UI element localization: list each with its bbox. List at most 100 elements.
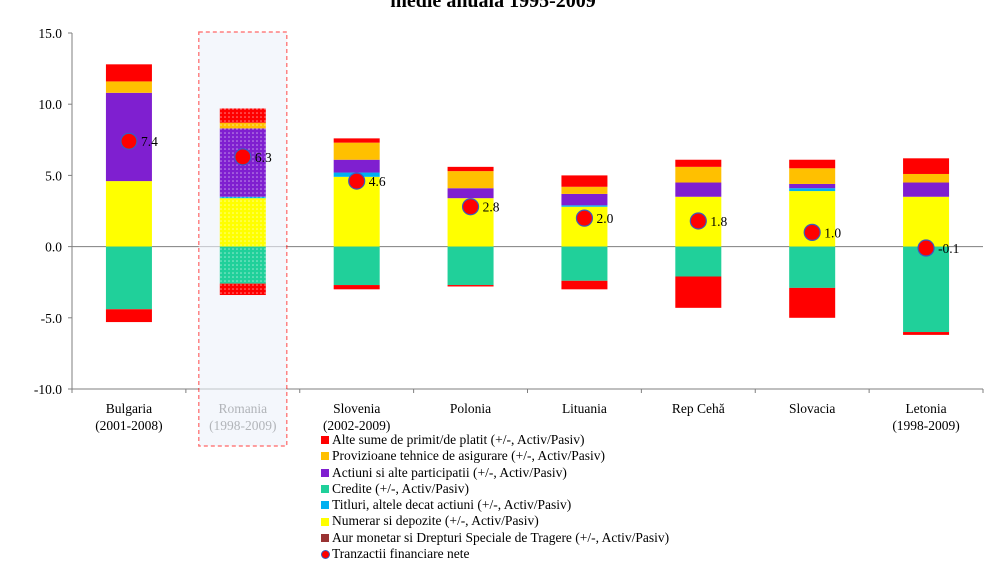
legend-label: Aur monetar si Drepturi Speciale de Trag…	[332, 529, 670, 545]
net-marker	[689, 212, 707, 230]
x-tick-label: Slovenia	[333, 401, 380, 416]
bar-segment	[447, 166, 494, 172]
bar-segment	[105, 181, 152, 247]
bar-segment-pattern	[219, 122, 266, 129]
bar-segment	[447, 171, 494, 189]
bar-segment	[561, 205, 608, 207]
bar-segment	[903, 173, 950, 183]
legend-swatch	[321, 533, 329, 542]
bar-segment	[105, 309, 152, 323]
bar-segment	[789, 188, 836, 192]
bar-segment	[105, 81, 152, 93]
x-tick-label: Lituania	[562, 401, 607, 416]
bar-segment	[675, 166, 722, 183]
legend-swatch	[321, 501, 329, 510]
legend-item: Numerar si depozite (+/-, Activ/Pasiv)	[321, 513, 669, 529]
legend-item: Actiuni si alte participatii (+/-, Activ…	[321, 465, 669, 481]
net-marker	[120, 132, 138, 150]
bar-segment	[903, 332, 950, 335]
data-label: 2.8	[483, 200, 500, 215]
bar-segment	[789, 287, 836, 318]
y-tick-label: 0.0	[45, 240, 62, 255]
legend-swatch	[321, 436, 329, 445]
x-tick-period: (1998-2009)	[892, 418, 960, 433]
bar-segment	[675, 246, 722, 277]
y-tick-label: 15.0	[38, 26, 62, 41]
bar-segment	[333, 142, 380, 160]
x-tick-period: (2002-2009)	[323, 418, 391, 433]
bar-segment-pattern	[219, 283, 266, 296]
net-marker	[461, 198, 480, 216]
y-tick-label: 10.0	[38, 97, 62, 112]
y-tick-label: -10.0	[34, 382, 62, 397]
x-tick-label: Polonia	[450, 401, 491, 416]
bar-segment	[333, 138, 380, 143]
y-tick-label: 5.0	[45, 168, 62, 183]
bar-segment	[903, 158, 950, 174]
bar-segment-pattern	[219, 246, 266, 284]
bar-segment	[789, 168, 836, 184]
data-label: -0.1	[938, 241, 959, 256]
legend-item: Credite (+/-, Activ/Pasiv)	[321, 481, 669, 497]
bar-segment	[333, 159, 380, 173]
net-marker	[803, 223, 821, 241]
net-marker	[234, 148, 252, 166]
legend-item: Alte sume de primit/de platit (+/-, Acti…	[321, 432, 669, 448]
x-tick-label: Bulgaria	[106, 401, 153, 416]
bar-segment	[105, 246, 152, 310]
legend-item: Provizioane tehnice de asigurare (+/-, A…	[321, 448, 669, 464]
bar-segment	[447, 246, 494, 286]
bar-segment	[675, 159, 722, 167]
legend-label: Credite (+/-, Activ/Pasiv)	[332, 480, 469, 496]
chart-title: medie anuala 1995-2009	[390, 0, 596, 12]
x-tick-label: Letonia	[905, 401, 946, 416]
bar-segment	[789, 183, 836, 189]
legend-label: Tranzactii financiare nete	[332, 546, 470, 562]
bar-segment-pattern	[219, 196, 266, 199]
bar-segment-pattern	[219, 198, 266, 247]
legend-label: Numerar si depozite (+/-, Activ/Pasiv)	[332, 513, 539, 529]
data-label: 6.3	[255, 150, 272, 165]
data-label: 4.6	[369, 174, 386, 189]
net-marker	[348, 172, 366, 190]
net-marker	[575, 209, 594, 227]
legend-marker	[321, 549, 330, 559]
legend-swatch	[321, 485, 329, 494]
bar-segment	[447, 285, 494, 287]
legend-label: Alte sume de primit/de platit (+/-, Acti…	[332, 432, 585, 447]
bar-segment	[789, 246, 836, 288]
legend-item: Aur monetar si Drepturi Speciale de Trag…	[321, 530, 669, 546]
bar-segment	[561, 193, 608, 206]
bar-segment	[333, 285, 380, 290]
bar-segment	[903, 246, 950, 333]
bar-segment	[675, 182, 722, 197]
legend-swatch	[321, 468, 329, 477]
x-tick-period: (2001-2008)	[95, 418, 163, 433]
legend-label: Titluri, altele decat actiuni (+/-, Acti…	[332, 497, 572, 513]
bar-segment	[561, 280, 608, 290]
legend-swatch	[321, 517, 329, 526]
legend-label: Provizioane tehnice de asigurare (+/-, A…	[332, 448, 606, 464]
legend-item: Titluri, altele decat actiuni (+/-, Acti…	[321, 497, 669, 513]
data-label: 1.8	[710, 214, 727, 229]
legend: Alte sume de primit/de platit (+/-, Acti…	[321, 432, 669, 562]
data-label: 1.0	[824, 225, 841, 240]
net-markers	[120, 132, 935, 257]
bar-segment-pattern	[219, 108, 266, 123]
bar-segment	[903, 182, 950, 197]
bar-segment	[447, 188, 494, 199]
x-tick-label: Rep Cehă	[672, 401, 725, 416]
data-label: 2.0	[596, 211, 613, 226]
legend-label: Actiuni si alte participatii (+/-, Activ…	[332, 464, 567, 480]
bar-segment	[333, 246, 380, 286]
bar-segment	[561, 186, 608, 194]
y-tick-label: -5.0	[41, 311, 63, 326]
bar-segment	[561, 246, 608, 281]
bar-segment	[903, 196, 950, 247]
bar-segment	[105, 64, 152, 82]
legend-swatch	[321, 452, 329, 461]
axes: 15.0 10.0 5.0 0.0 -5.0 -10.0 Bulgaria (2001-200…	[34, 26, 984, 433]
legend-item-net: Tranzactii financiare nete	[321, 546, 669, 562]
labels: 7.4 6.3 4.6 2.8 2.0 1.8 1.0 -0.1	[141, 134, 960, 256]
